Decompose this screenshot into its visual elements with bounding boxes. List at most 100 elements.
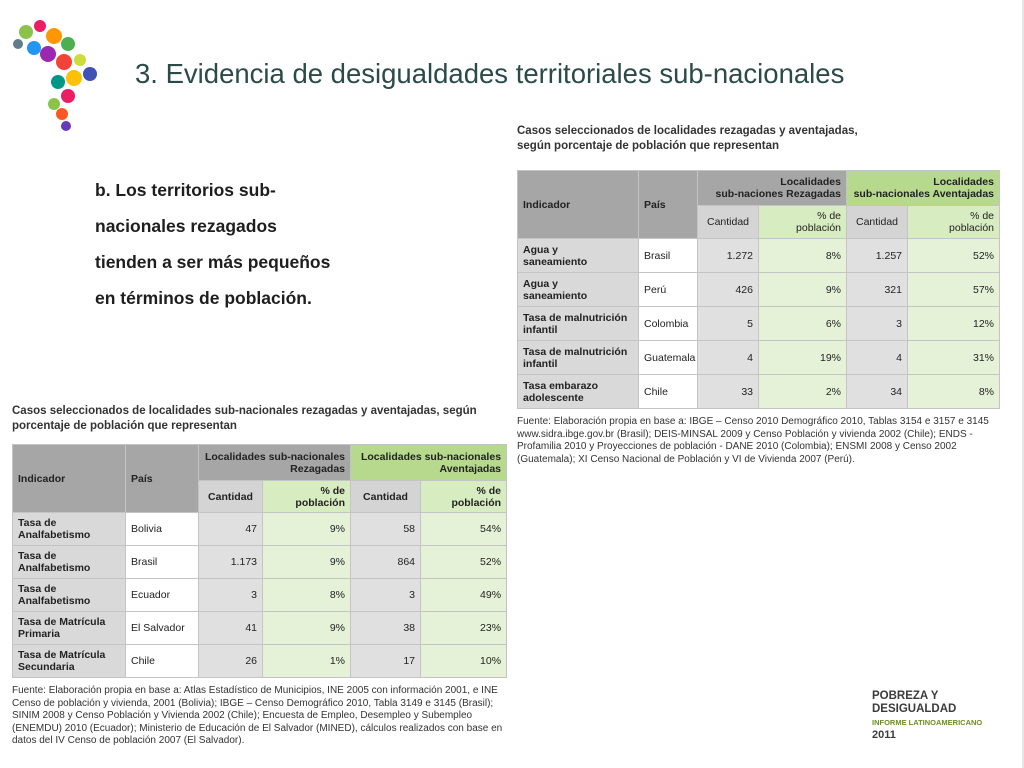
- table-body: Indicador País Localidades sub-naciones Re…: [517, 170, 1000, 409]
- table-cell: 1.272: [697, 238, 759, 273]
- table-cell: 31%: [907, 340, 1000, 375]
- subheader-cell: Cantidad: [846, 205, 908, 239]
- table-cell: Tasa embarazo adolescente: [517, 374, 639, 409]
- table-cell: 9%: [261, 611, 352, 645]
- table-source: Fuente: Elaboración propia en base a: IB…: [517, 416, 989, 465]
- table-cell: 23%: [420, 611, 508, 645]
- table-cell: 58: [350, 512, 422, 546]
- logo-line: DESIGUALDAD: [872, 703, 957, 715]
- table-cell: 8%: [758, 238, 847, 273]
- table-cell: 9%: [261, 545, 352, 579]
- table-cell: 52%: [420, 545, 508, 579]
- table-cell: Agua y saneamiento: [517, 272, 639, 307]
- table-cell: 19%: [758, 340, 847, 375]
- table-cell: 2%: [758, 374, 847, 409]
- data-row: Tasa de Analfabetismo Brasil 1.173 9% 864 52%: [12, 545, 508, 579]
- table-cell: Bolivia: [125, 512, 199, 546]
- table-cell: Colombia: [638, 306, 698, 341]
- logo-line: 2011: [872, 729, 896, 741]
- table-cell: 1.257: [846, 238, 908, 273]
- table-cell: Tasa de malnutrición infantil: [517, 340, 639, 375]
- caption-line: Casos seleccionados de localidades sub-n…: [12, 405, 477, 417]
- table-cell: 10%: [420, 644, 508, 678]
- table-cell: 8%: [907, 374, 1000, 409]
- data-row: Tasa de Matrícula Primaria El Salvador 41 9…: [12, 611, 508, 645]
- header-row: Indicador País Localidades sub-nacionales …: [12, 444, 508, 513]
- header-cell: Indicador: [12, 444, 126, 513]
- subheader-cell: % de población: [261, 480, 352, 513]
- table-cell: Agua y saneamiento: [517, 238, 639, 273]
- data-row: Tasa de Analfabetismo Bolivia 47 9% 58 54%: [12, 512, 508, 546]
- table-cell: 9%: [261, 512, 352, 546]
- logo-line: INFORME LATINOAMERICANO: [872, 718, 983, 727]
- table-cell: Guatemala: [638, 340, 698, 375]
- table-cell: 4: [697, 340, 759, 375]
- slide-edge: [1022, 0, 1024, 768]
- subheader-cell: % de población: [907, 205, 1000, 239]
- logo-line: POBREZA Y: [872, 690, 939, 702]
- table-cell: 864: [350, 545, 422, 579]
- bullet-line: en términos de población.: [95, 288, 312, 308]
- table-cell: Perú: [638, 272, 698, 307]
- table-cell: 54%: [420, 512, 508, 546]
- table-cell: 52%: [907, 238, 1000, 273]
- header-cell: Indicador: [517, 170, 639, 239]
- table-cell: 34: [846, 374, 908, 409]
- bullet-line: tienden a ser más pequeños: [95, 252, 331, 272]
- table-cell: Tasa de Analfabetismo: [12, 545, 126, 579]
- table-cell: 47: [198, 512, 263, 546]
- table-cell: Tasa de malnutrición infantil: [517, 306, 639, 341]
- data-table: Indicador País Localidades sub-naciones Re…: [517, 170, 1000, 409]
- header-cell: País: [638, 170, 698, 239]
- data-row: Tasa de Analfabetismo Ecuador 3 8% 3 49%: [12, 578, 508, 612]
- table-cell: 5: [697, 306, 759, 341]
- logo-graphic: [13, 20, 97, 131]
- table-cell: Chile: [125, 644, 199, 678]
- caption-line: según porcentaje de población que repres…: [517, 140, 780, 152]
- data-row: Agua y saneamiento Perú 426 9% 321 57%: [517, 272, 1000, 307]
- table-cell: 1%: [261, 644, 352, 678]
- subheader-cell: Cantidad: [198, 480, 263, 513]
- table-cell: 6%: [758, 306, 847, 341]
- table-cell: 3: [198, 578, 263, 612]
- group-header: Localidades sub-nacionales Aventajadas: [846, 170, 1000, 206]
- table-cell: Brasil: [638, 238, 698, 273]
- header-cell: País: [125, 444, 199, 513]
- table-cell: 38: [350, 611, 422, 645]
- data-row: Agua y saneamiento Brasil 1.272 8% 1.257 52%: [517, 238, 1000, 273]
- subheader-cell: % de población: [758, 205, 847, 239]
- table-cell: 4: [846, 340, 908, 375]
- group-header: Localidades sub-naciones Rezagadas: [697, 170, 847, 206]
- table-cell: Chile: [638, 374, 698, 409]
- table-cell: 41: [198, 611, 263, 645]
- table-caption: Casos seleccionados de localidades rezag…: [517, 124, 858, 154]
- subheader-cell: Cantidad: [697, 205, 759, 239]
- data-table: Indicador País Localidades sub-nacionales …: [12, 444, 508, 678]
- slide-title: 3. Evidencia de desigualdades territoria…: [135, 58, 845, 89]
- data-row: Tasa embarazo adolescente Chile 33 2% 34 8%: [517, 374, 1000, 409]
- table-cell: 26: [198, 644, 263, 678]
- header-row: Indicador País Localidades sub-naciones Re…: [517, 170, 1000, 239]
- table-cell: 12%: [907, 306, 1000, 341]
- subheader-cell: Cantidad: [350, 480, 422, 513]
- table-cell: 33: [697, 374, 759, 409]
- table-cell: Tasa de Matrícula Primaria: [12, 611, 126, 645]
- table-cell: 3: [350, 578, 422, 612]
- table-cell: 57%: [907, 272, 1000, 307]
- group-header: Localidades sub-nacionales Rezagadas: [197, 444, 352, 481]
- table-cell: El Salvador: [125, 611, 199, 645]
- table-cell: Brasil: [125, 545, 199, 579]
- table-cell: 9%: [758, 272, 847, 307]
- table-cell: Tasa de Matrícula Secundaria: [12, 644, 126, 678]
- subheader-cell: % de población: [420, 480, 508, 513]
- group-header: Localidades sub-nacionales Aventajadas: [350, 444, 508, 481]
- table-cell: Tasa de Analfabetismo: [12, 578, 126, 612]
- table-cell: 49%: [420, 578, 508, 612]
- data-row: Tasa de malnutrición infantil Guatemala 4 1…: [517, 340, 1000, 375]
- caption-line: Casos seleccionados de localidades rezag…: [517, 125, 858, 137]
- bullet-line: b. Los territorios sub-: [95, 180, 276, 200]
- bullet-line: nacionales rezagados: [95, 216, 277, 236]
- table-cell: 17: [350, 644, 422, 678]
